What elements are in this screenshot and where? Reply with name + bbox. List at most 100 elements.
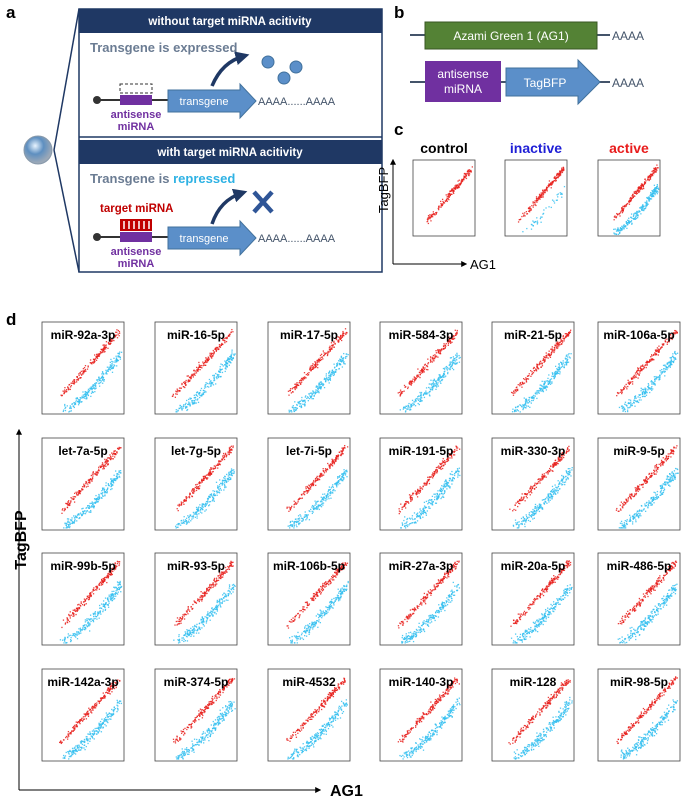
cell-dot <box>629 202 630 203</box>
cell-dot <box>548 374 549 375</box>
cell-dot <box>410 497 411 498</box>
cell-dot <box>120 472 121 473</box>
cell-dot <box>462 180 463 181</box>
cell-dot <box>314 395 315 396</box>
cell-dot <box>206 501 207 502</box>
cell-dot <box>315 478 316 479</box>
cell-dot <box>641 388 642 389</box>
cell-dot <box>649 200 650 201</box>
cell-dot <box>652 388 653 389</box>
cell-dot <box>655 350 656 351</box>
cell-dot <box>313 509 314 510</box>
cell-dot <box>324 472 325 473</box>
cell-dot <box>421 513 422 514</box>
cell-dot <box>432 389 433 390</box>
cell-dot <box>626 223 627 224</box>
cell-dot <box>651 390 652 391</box>
cell-dot <box>82 489 83 490</box>
cell-dot <box>541 196 542 197</box>
cell-dot <box>102 462 103 463</box>
cell-dot <box>532 224 533 225</box>
cell-dot <box>640 188 641 189</box>
cell-dot <box>645 206 646 207</box>
cell-dot <box>539 363 540 364</box>
cell-dot <box>102 383 103 384</box>
cell-dot <box>119 476 120 477</box>
cell-dot <box>401 509 402 510</box>
cell-dot <box>637 401 638 402</box>
cell-dot <box>644 208 645 209</box>
cell-dot <box>539 198 540 199</box>
cell-dot <box>199 369 200 370</box>
cell-dot <box>89 503 90 504</box>
cell-dot <box>543 385 544 386</box>
cell-dot <box>342 366 343 367</box>
cell-dot <box>516 391 517 392</box>
cell-dot <box>426 483 427 484</box>
cell-dot <box>314 361 315 362</box>
cell-dot <box>619 215 620 216</box>
cell-dot <box>210 494 211 495</box>
cell-dot <box>336 486 337 487</box>
cell-dot <box>203 392 204 393</box>
cell-dot <box>228 473 229 474</box>
cell-dot <box>109 454 110 455</box>
cell-dot <box>404 525 405 526</box>
cell-dot <box>525 377 526 378</box>
cell-dot <box>426 484 427 485</box>
cell-dot <box>437 356 438 357</box>
cell-dot <box>330 491 331 492</box>
cell-dot <box>306 398 307 399</box>
plot-title: active <box>609 140 649 156</box>
cell-dot <box>559 172 560 173</box>
cell-dot <box>289 410 290 411</box>
cell-dot <box>412 515 413 516</box>
cell-dot <box>88 395 89 396</box>
cell-dot <box>106 344 107 345</box>
cell-dot <box>417 376 418 377</box>
cell-dot <box>531 371 532 372</box>
cell-dot <box>222 455 223 456</box>
plot-title: control <box>420 140 467 156</box>
cell-dot <box>73 499 74 500</box>
cell-dot <box>105 482 106 483</box>
cell-dot <box>340 478 341 479</box>
cell-dot <box>453 369 454 370</box>
cell-dot <box>186 400 187 401</box>
cell-dot <box>676 332 677 333</box>
cell-dot <box>322 385 323 386</box>
cell-dot <box>315 507 316 508</box>
cell-dot <box>538 368 539 369</box>
cell-dot <box>230 449 231 450</box>
cell-dot <box>648 198 649 199</box>
cell-dot <box>198 513 199 514</box>
cell-dot <box>219 486 220 487</box>
cell-dot <box>232 475 233 476</box>
cell-dot <box>205 365 206 366</box>
cell-dot <box>455 360 456 361</box>
cell-dot <box>189 403 190 404</box>
cell-dot <box>217 485 218 486</box>
cell-dot <box>71 519 72 520</box>
cell-dot <box>102 496 103 497</box>
cell-dot <box>435 471 436 472</box>
cell-dot <box>87 368 88 369</box>
cell-dot <box>446 488 447 489</box>
cell-dot <box>646 364 647 365</box>
cell-dot <box>333 459 334 460</box>
cell-dot <box>229 365 230 366</box>
cell-dot <box>563 167 564 168</box>
cell-dot <box>537 220 538 221</box>
antisense-site <box>120 232 152 242</box>
cell-dot <box>642 210 643 211</box>
cell-dot <box>671 360 672 361</box>
cell-dot <box>328 496 329 497</box>
cell-dot <box>618 229 619 230</box>
cell-dot <box>440 383 441 384</box>
cell-dot <box>299 514 300 515</box>
cell-dot <box>432 496 433 497</box>
cell-dot <box>338 341 339 342</box>
cell-dot <box>292 521 293 522</box>
cell-dot <box>426 482 427 483</box>
cell-dot <box>444 460 445 461</box>
